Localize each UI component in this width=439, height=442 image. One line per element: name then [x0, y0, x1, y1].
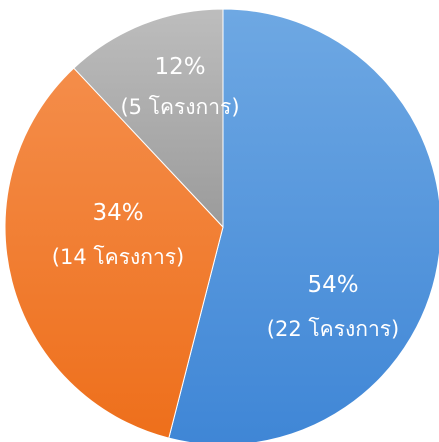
slice-detail-label-1: (14 โครงการ)	[52, 245, 184, 269]
slice-detail-label-2: (5 โครงการ)	[120, 95, 239, 119]
pie-slice-1	[4, 67, 224, 439]
slice-percent-label-1: 34%	[92, 200, 143, 226]
pie-slice-2	[73, 8, 224, 229]
slice-percent-label-0: 54%	[307, 272, 358, 298]
slice-percent-label-2: 12%	[154, 54, 205, 80]
slice-detail-label-0: (22 โครงการ)	[267, 317, 399, 341]
pie-slice-0	[168, 8, 439, 442]
